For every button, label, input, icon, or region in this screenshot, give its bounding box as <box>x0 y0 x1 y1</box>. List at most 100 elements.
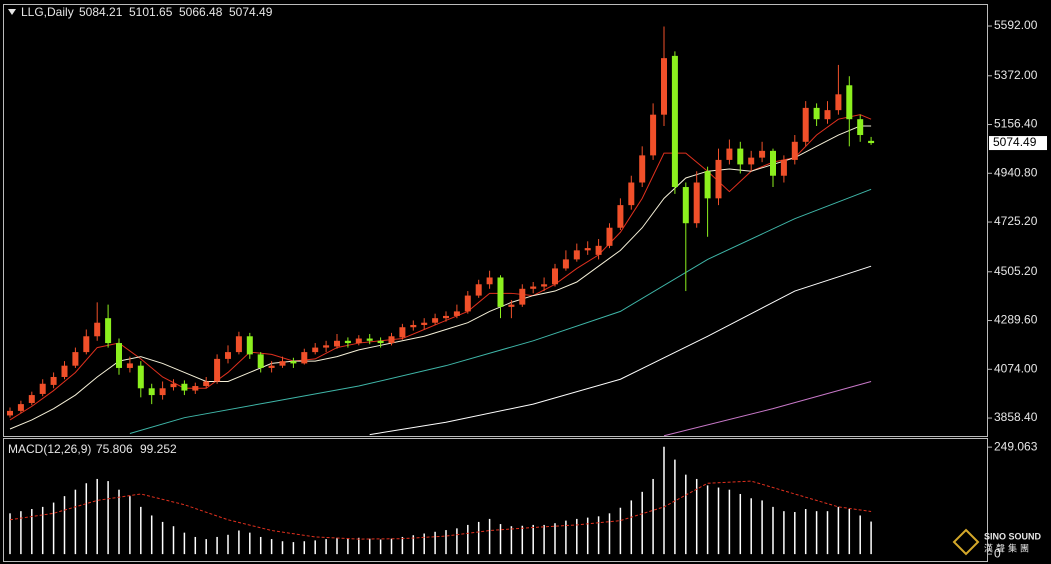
candle-body <box>780 159 787 176</box>
macd-bar <box>717 487 720 555</box>
candle-body <box>61 365 68 377</box>
macd-bar <box>172 526 175 555</box>
macd-main: 75.806 <box>96 442 133 456</box>
macd-bar <box>870 521 872 555</box>
macd-bar <box>379 539 382 555</box>
ohlc-close: 5074.49 <box>229 5 273 19</box>
candle-body <box>868 140 875 144</box>
macd-bar <box>85 483 88 555</box>
candle-body <box>443 315 449 319</box>
candle-body <box>312 347 319 353</box>
candle-body <box>737 148 744 165</box>
macd-signal: 99.252 <box>140 442 177 456</box>
macd-bar <box>576 518 578 555</box>
macd-bar <box>554 523 556 555</box>
macd-bar <box>488 518 491 555</box>
macd-bar <box>401 536 404 555</box>
candle-body <box>432 318 439 323</box>
candle-body <box>682 187 689 224</box>
candle-body <box>508 304 515 307</box>
ma-line <box>369 265 872 436</box>
candle-body <box>693 182 700 224</box>
candle-body <box>650 114 657 156</box>
candle-body <box>748 157 755 165</box>
macd-bar <box>608 513 611 555</box>
macd-bar <box>270 539 273 555</box>
macd-bar <box>368 538 371 555</box>
candle-body <box>148 388 155 396</box>
macd-bar <box>859 515 861 555</box>
macd-bar <box>761 500 763 555</box>
macd-bar <box>510 526 513 555</box>
macd-bar <box>129 496 131 555</box>
candle-body <box>617 205 624 228</box>
macd-bar <box>794 512 796 555</box>
macd-bar <box>597 516 600 555</box>
macd-bar <box>456 528 458 555</box>
macd-bar <box>238 530 240 555</box>
candle-body <box>824 110 831 120</box>
logo-text-cn: 漢聲集團 <box>984 542 1032 553</box>
y-tick-label: 5592.00 <box>994 18 1038 32</box>
macd-bar <box>815 511 818 555</box>
y-tick-label: 5156.40 <box>994 117 1038 131</box>
candle-body <box>813 107 820 120</box>
candle-body <box>116 343 122 368</box>
macd-bar <box>20 511 22 555</box>
y-tick-label: 4289.60 <box>994 313 1038 327</box>
macd-bar <box>434 531 436 555</box>
macd-bar <box>848 509 851 555</box>
candle-body <box>94 322 101 337</box>
macd-bar <box>837 506 840 555</box>
candle-body <box>17 404 24 411</box>
macd-bar <box>63 496 66 555</box>
macd-bar <box>728 489 731 555</box>
logo-mark <box>952 528 980 556</box>
macd-bar <box>314 540 316 555</box>
macd-bar <box>772 506 774 555</box>
candle-body <box>235 336 242 353</box>
last-price-label: 5074.49 <box>993 135 1037 149</box>
candle-body <box>7 410 13 416</box>
candle-body <box>835 94 842 111</box>
candle-body <box>105 318 112 344</box>
candle-body <box>704 171 711 199</box>
candle-body <box>759 150 766 158</box>
main-panel <box>3 4 988 437</box>
candle-body <box>83 336 90 353</box>
macd-bar <box>565 520 567 555</box>
candle-body <box>192 386 199 391</box>
candle-body <box>50 376 57 385</box>
candle-body <box>377 340 384 344</box>
candle-body <box>399 327 406 338</box>
candle-body <box>846 85 853 120</box>
macd-bar <box>281 541 284 555</box>
candle-body <box>421 322 428 325</box>
ma-line <box>9 125 872 430</box>
candle-body <box>464 295 471 312</box>
logo: SINO SOUND 漢聲集團 <box>952 528 1042 556</box>
macd-bar <box>150 515 153 555</box>
macd-bar <box>227 534 229 555</box>
y-tick-label: 4074.00 <box>994 361 1038 375</box>
candle-body <box>628 182 635 206</box>
candle-body <box>170 383 177 388</box>
last-price-box <box>989 136 1047 151</box>
macd-bar <box>630 500 633 555</box>
candle-body <box>344 340 351 344</box>
macd-bar <box>358 537 360 555</box>
macd-bar <box>499 524 502 555</box>
macd-bar <box>249 532 251 555</box>
candle-body <box>475 284 482 296</box>
candle-body <box>246 336 253 355</box>
candle-body <box>595 245 602 255</box>
macd-bar <box>259 536 262 555</box>
candle-body <box>203 381 210 387</box>
macd-bar <box>292 542 295 555</box>
candle-body <box>290 361 297 364</box>
candle-body <box>453 311 460 316</box>
candle-body <box>28 395 35 403</box>
candle-body <box>366 338 373 341</box>
